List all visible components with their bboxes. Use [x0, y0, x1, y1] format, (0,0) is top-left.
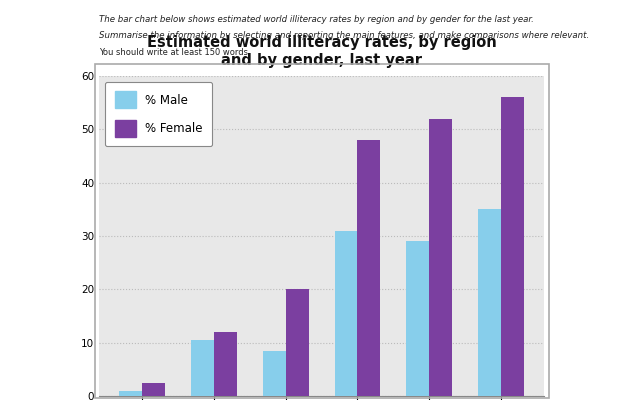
Bar	[285, 289, 308, 396]
Text: The bar chart below shows estimated world illiteracy rates by region and by gend: The bar chart below shows estimated worl…	[99, 15, 534, 24]
Bar	[478, 209, 501, 396]
Bar	[501, 97, 524, 396]
Bar	[214, 332, 237, 396]
Legend: % Male, % Female: % Male, % Female	[105, 82, 212, 146]
Text: You should write at least 150 words.: You should write at least 150 words.	[99, 48, 251, 57]
Bar	[406, 241, 429, 396]
Bar	[358, 140, 380, 396]
Bar	[263, 351, 285, 396]
Text: Summarise the information by selecting and reporting the main features, and make: Summarise the information by selecting a…	[99, 31, 589, 40]
Title: Estimated world illiteracy rates, by region
and by gender, last year: Estimated world illiteracy rates, by reg…	[147, 36, 497, 68]
Bar	[191, 340, 214, 396]
Bar	[335, 231, 358, 396]
Bar	[429, 119, 452, 396]
Bar	[142, 383, 165, 396]
Bar	[120, 391, 142, 396]
